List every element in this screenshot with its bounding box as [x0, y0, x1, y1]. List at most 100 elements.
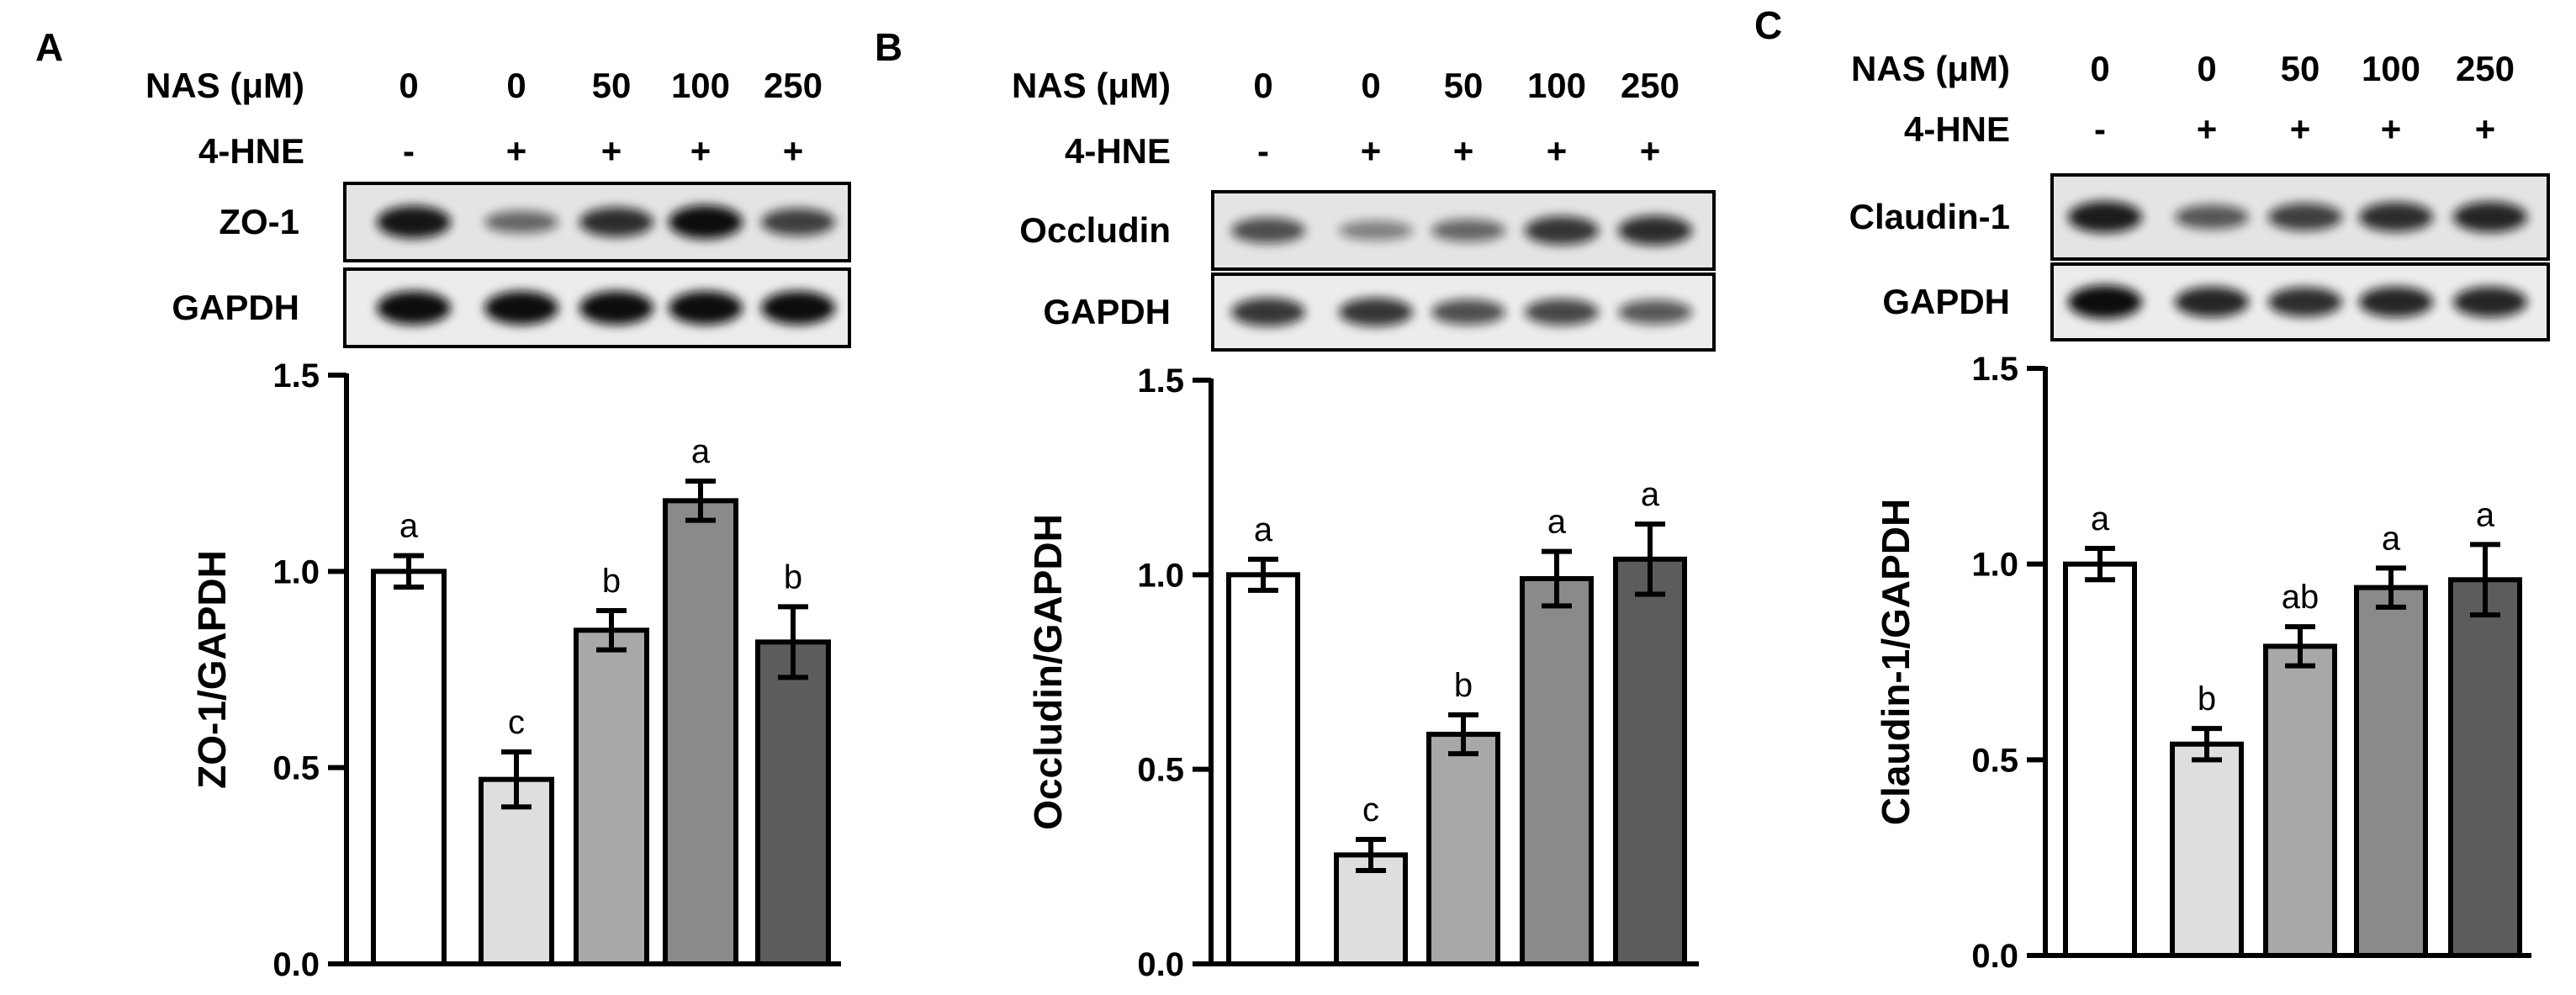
- significance-letter: a: [1641, 476, 1660, 513]
- blot-band: [579, 291, 653, 325]
- panel-letter: C: [1754, 3, 1782, 47]
- hne-sign-label: +: [1547, 131, 1568, 171]
- bar: [1226, 572, 1300, 966]
- hne-sign-label: +: [506, 131, 527, 171]
- y-tick-label: 0.5: [1971, 742, 2018, 779]
- y-axis-label: ZO-1/GAPDH: [190, 550, 234, 789]
- bar: [1426, 732, 1500, 966]
- significance-letter: a: [1254, 511, 1273, 548]
- hne-sign-label: +: [2475, 109, 2496, 149]
- blot-band: [1525, 299, 1599, 325]
- y-axis-label: Claudin-1/GAPDH: [1874, 499, 1917, 825]
- blot-band: [2453, 286, 2527, 318]
- gapdh-blot-label: GAPDH: [172, 288, 299, 327]
- blot-band: [1231, 298, 1305, 326]
- bar: [2063, 561, 2137, 959]
- blot-band: [2453, 201, 2527, 233]
- hne-sign-label: +: [1361, 131, 1382, 171]
- blot-band: [377, 205, 451, 239]
- blot-band: [2268, 203, 2342, 231]
- significance-letter: c: [1362, 791, 1379, 828]
- gapdh-blot-label: GAPDH: [1043, 292, 1171, 331]
- hne-row-label: 4-HNE: [1904, 109, 2010, 149]
- blot-band: [484, 210, 558, 234]
- blot-band: [2175, 286, 2249, 318]
- y-tick-label: 0.0: [1971, 938, 2018, 975]
- nas-dose-label: 50: [592, 66, 632, 105]
- blot-band: [1231, 217, 1305, 244]
- blot-band: [2068, 201, 2142, 233]
- nas-dose-label: 0: [506, 66, 526, 105]
- gapdh-blot-label: GAPDH: [1882, 282, 2010, 321]
- panel-letter: A: [35, 25, 63, 69]
- blot-band: [2175, 204, 2249, 230]
- hne-sign-label: +: [2381, 109, 2402, 149]
- y-tick-label: 1.0: [1971, 547, 2018, 584]
- bar: [755, 639, 831, 966]
- nas-dose-label: 0: [2197, 49, 2216, 88]
- blot-band: [2068, 285, 2142, 319]
- significance-letter: b: [602, 563, 621, 600]
- significance-letter: a: [399, 508, 419, 545]
- panel-b: B NAS (μM) 4-HNE 0 0 50 100 250 - + + + + Occludin GAP…: [875, 25, 1716, 983]
- panel-letter: B: [875, 25, 902, 69]
- y-tick-label: 1.5: [1971, 351, 2018, 388]
- target-blot-label: Claudin-1: [1849, 197, 2010, 236]
- hne-sign-label: +: [601, 131, 622, 171]
- bar: [1613, 556, 1687, 966]
- significance-letter: ab: [2282, 579, 2319, 616]
- nas-dose-label: 50: [2281, 49, 2320, 88]
- nas-dose-label: 0: [399, 66, 418, 105]
- significance-letter: a: [2382, 520, 2401, 557]
- blot-band: [761, 291, 835, 325]
- nas-dose-label: 250: [764, 66, 823, 105]
- bar: [574, 627, 649, 966]
- hne-sign-label: +: [1453, 131, 1474, 171]
- y-tick-label: 0.0: [272, 946, 320, 983]
- blot-band: [669, 205, 743, 239]
- y-tick-label: 0.0: [1137, 946, 1184, 983]
- blot-band: [1525, 216, 1599, 245]
- y-tick-label: 0.5: [272, 750, 320, 787]
- significance-letter: b: [2198, 680, 2216, 717]
- y-tick-label: 1.0: [1137, 557, 1184, 594]
- blot-band: [1431, 299, 1505, 325]
- nas-dose-label: 0: [1253, 66, 1272, 105]
- blot-band: [484, 291, 558, 325]
- blot-band: [2359, 286, 2433, 318]
- blot-band: [579, 207, 653, 237]
- significance-letter: b: [784, 558, 802, 595]
- nas-dose-label: 100: [2362, 49, 2420, 88]
- y-tick-label: 0.5: [1137, 752, 1184, 789]
- nas-dose-label: 0: [1361, 66, 1380, 105]
- blot-band: [2268, 287, 2342, 317]
- bar: [2354, 585, 2428, 958]
- significance-letter: b: [1454, 667, 1473, 704]
- nas-dose-label: 250: [1621, 66, 1679, 105]
- hne-sign-label: -: [2094, 109, 2106, 149]
- blot-band: [1339, 298, 1413, 326]
- significance-letter: a: [2091, 500, 2110, 537]
- hne-sign-label: +: [783, 131, 804, 171]
- nas-dose-label: 50: [1444, 66, 1484, 105]
- y-tick-label: 1.5: [272, 357, 320, 394]
- nas-row-label: NAS (μM): [1012, 66, 1171, 105]
- nas-row-label: NAS (μM): [145, 66, 304, 105]
- blot-band: [1618, 215, 1692, 246]
- nas-row-label: NAS (μM): [1851, 49, 2010, 88]
- hne-sign-label: -: [403, 131, 415, 171]
- significance-letter: c: [508, 704, 525, 741]
- hne-sign-label: +: [1640, 131, 1661, 171]
- blot-band: [761, 208, 835, 236]
- target-blot-label: ZO-1: [219, 202, 299, 241]
- bar: [2448, 577, 2522, 959]
- y-tick-label: 1.0: [272, 553, 320, 590]
- target-blot-label: Occludin: [1019, 210, 1171, 250]
- nas-dose-label: 100: [671, 66, 730, 105]
- y-axis-label: Occludin/GAPDH: [1026, 514, 1070, 830]
- bar: [371, 569, 447, 966]
- hne-sign-label: -: [1257, 131, 1269, 171]
- blot-band: [1339, 220, 1413, 241]
- nas-dose-label: 250: [2456, 49, 2515, 88]
